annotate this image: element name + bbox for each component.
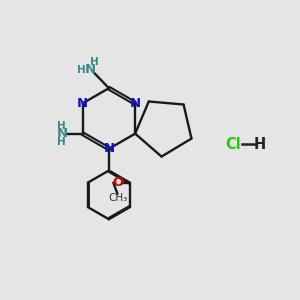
Text: CH₃: CH₃ <box>108 193 127 202</box>
Text: Cl: Cl <box>225 136 241 152</box>
Text: H: H <box>76 65 85 75</box>
Text: N: N <box>56 127 68 140</box>
Text: H: H <box>90 57 98 67</box>
Text: H: H <box>57 121 66 130</box>
Text: N: N <box>103 142 114 155</box>
Text: O: O <box>112 176 123 189</box>
Text: H: H <box>57 137 66 147</box>
Text: N: N <box>77 97 88 110</box>
Text: N: N <box>130 97 141 110</box>
Text: N: N <box>85 63 96 76</box>
Text: H: H <box>253 136 266 152</box>
